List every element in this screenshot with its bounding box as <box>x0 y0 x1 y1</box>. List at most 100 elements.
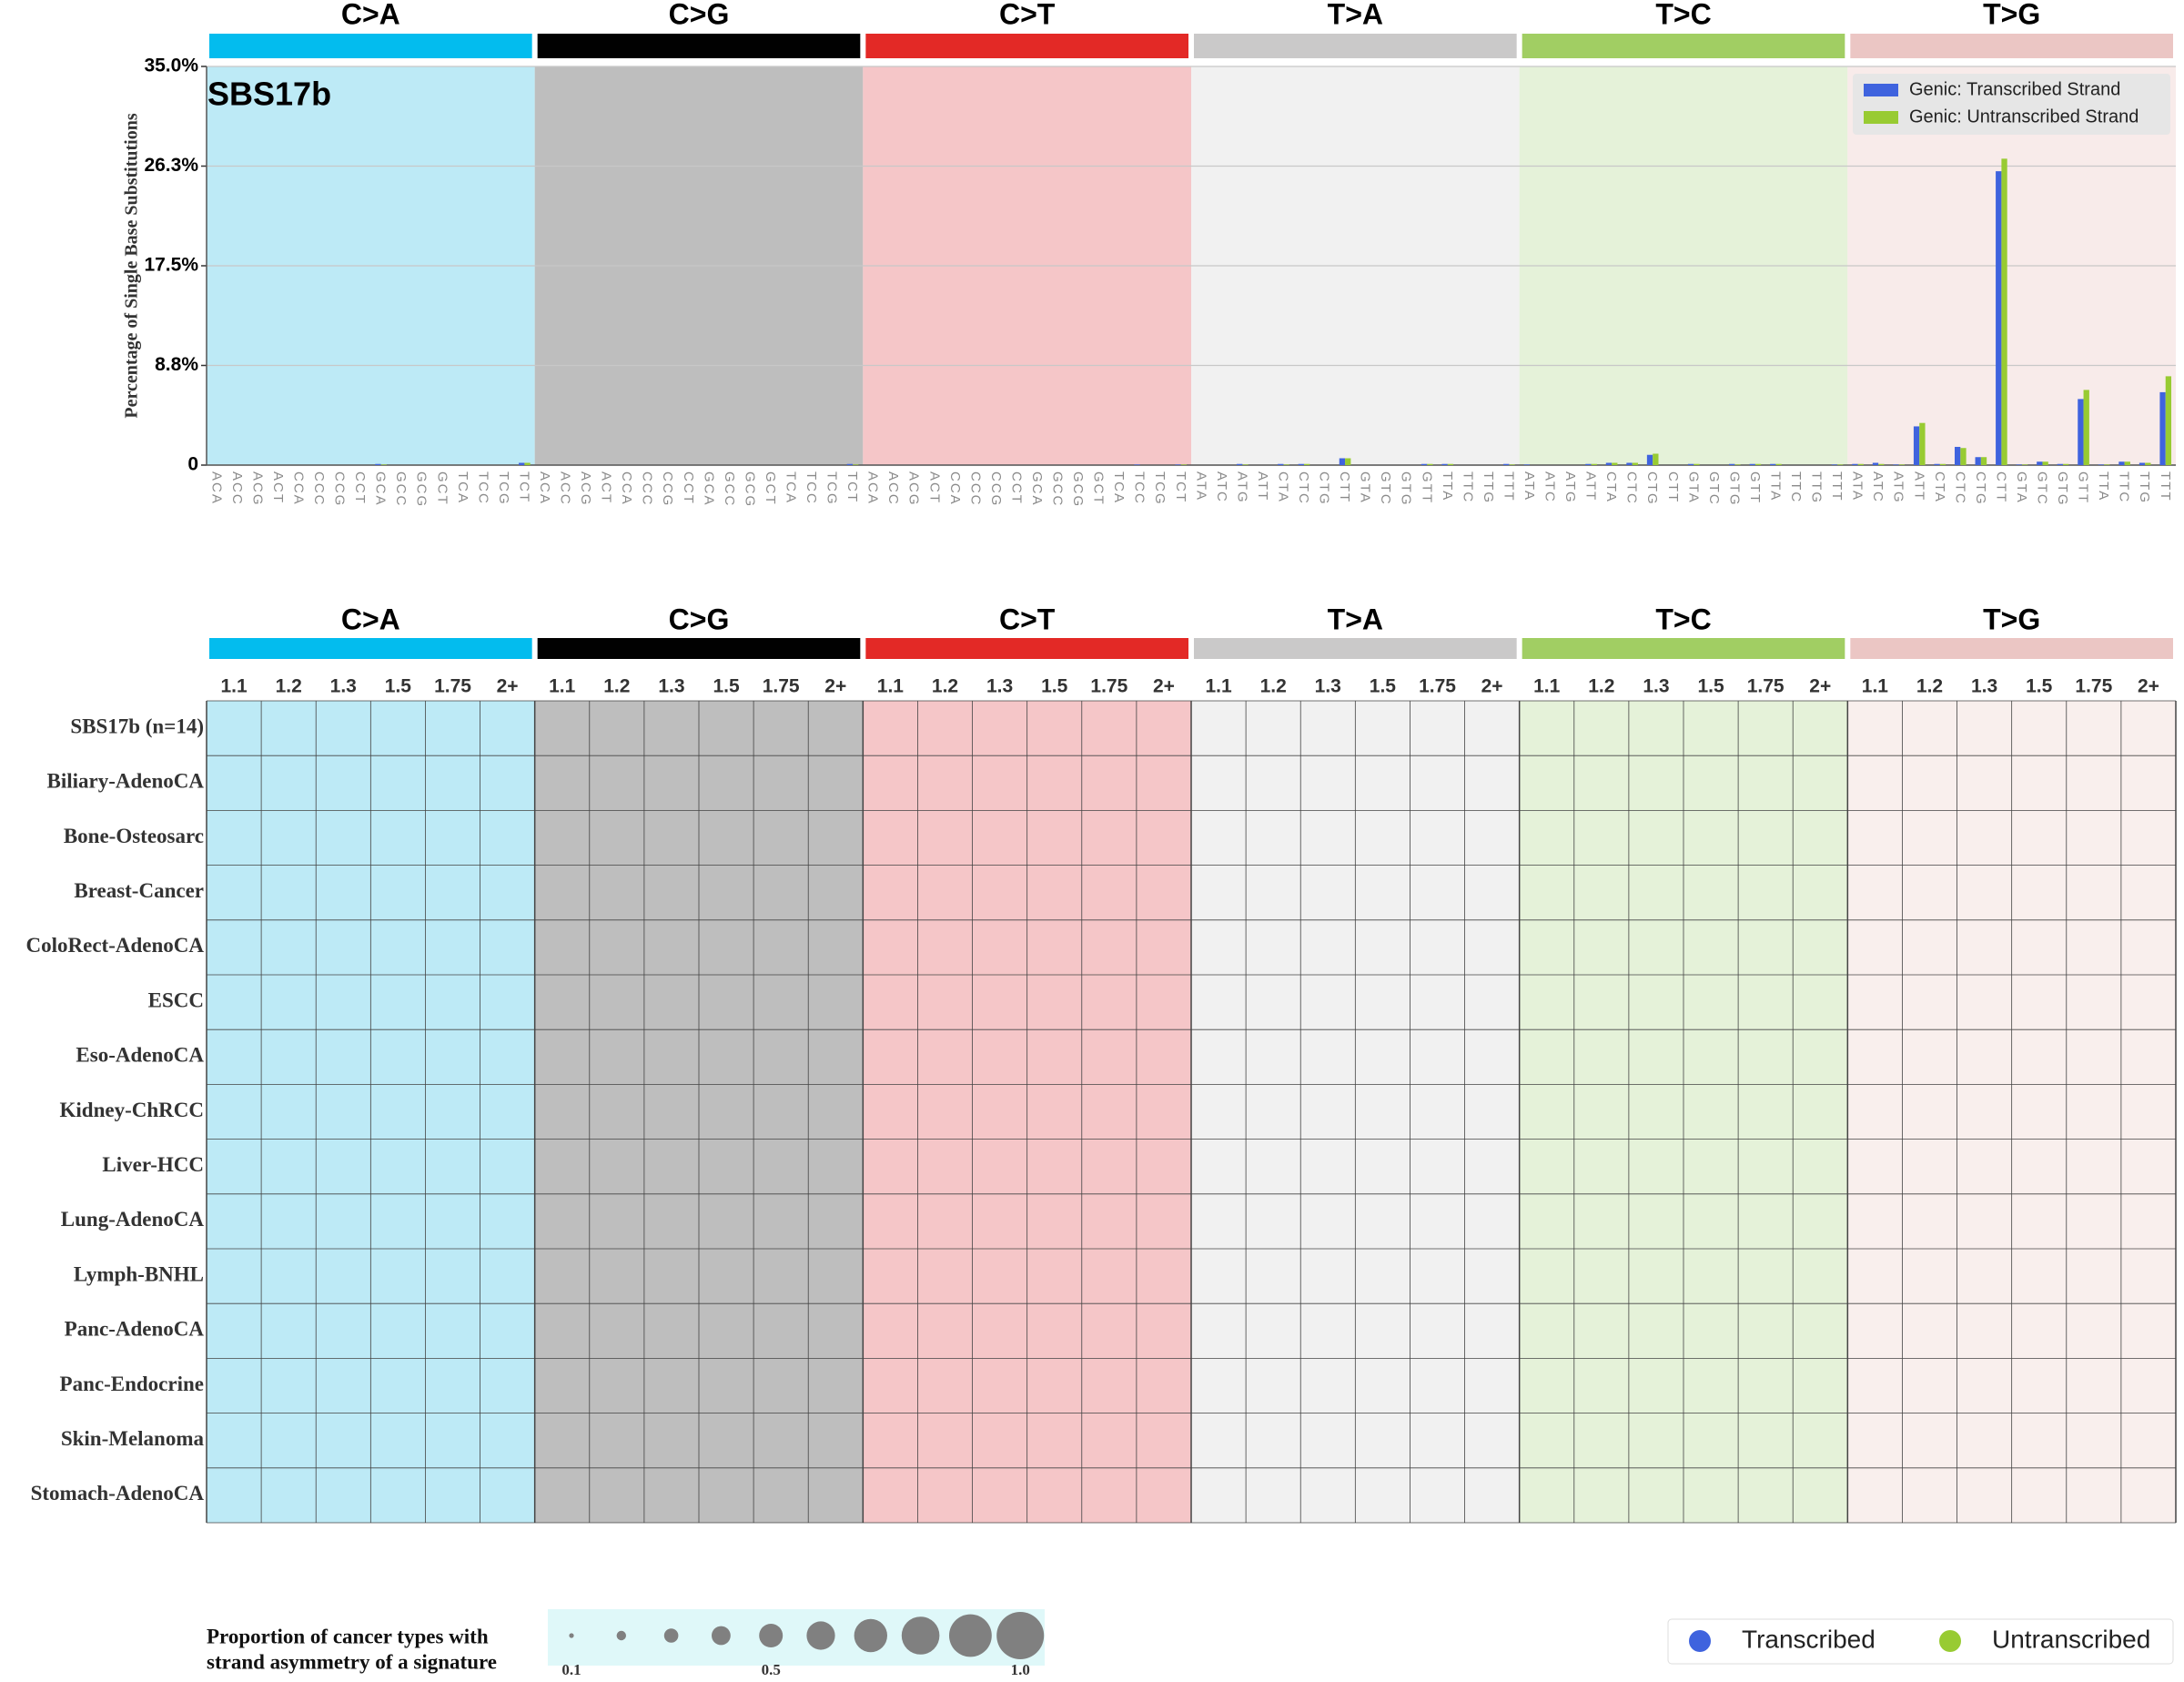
group-bar <box>865 638 1188 659</box>
x-tick-label: CTC <box>1296 471 1311 505</box>
size-legend-circle <box>996 1612 1045 1659</box>
column-label: 2+ <box>497 676 519 697</box>
bar <box>2037 461 2043 465</box>
x-tick-label: CCC <box>640 471 655 507</box>
x-tick-label: CCT <box>352 471 368 505</box>
bar <box>1852 463 1858 465</box>
x-tick-label: TCT <box>844 471 860 503</box>
group-label: C>G <box>669 0 730 30</box>
bar <box>846 463 854 465</box>
x-tick-label: CTG <box>1317 471 1332 506</box>
column-label: 1.5 <box>2026 676 2053 697</box>
x-tick-label: CCA <box>947 471 963 506</box>
group-bar <box>537 34 861 58</box>
x-tick-label: CTG <box>1973 471 1988 506</box>
x-tick-label: TCG <box>824 471 840 506</box>
bar <box>1934 463 1940 465</box>
bar <box>1749 463 1755 465</box>
row-label: Lymph-BNHL <box>74 1262 204 1285</box>
column-label: 1.1 <box>220 676 248 697</box>
x-tick-label: GTG <box>1726 471 1742 507</box>
x-tick-label: ACG <box>906 471 922 507</box>
x-tick-label: GTC <box>1706 471 1722 506</box>
x-tick-label: ACC <box>558 471 573 506</box>
x-tick-label: ATG <box>1891 471 1906 504</box>
bar <box>2098 464 2105 465</box>
row-label: Liver-HCC <box>102 1153 204 1176</box>
row-label: Breast-Cancer <box>74 879 204 902</box>
row-label: SBS17b (n=14) <box>70 714 204 737</box>
size-legend-circle <box>663 1628 679 1643</box>
x-tick-label: TTC <box>1788 471 1804 503</box>
legend-label: Untranscribed <box>1992 1625 2150 1653</box>
bar <box>1612 462 1618 465</box>
group-label: T>G <box>1983 603 2040 635</box>
x-tick-label: CCA <box>290 471 306 506</box>
x-tick-label: CCC <box>311 471 327 507</box>
bar <box>2104 464 2110 465</box>
row-label: Bone-Osteosarc <box>64 825 204 847</box>
size-legend-circle <box>901 1616 940 1655</box>
size-legend-circle <box>806 1621 835 1650</box>
x-tick-label: ACA <box>865 471 881 505</box>
column-label: 1.75 <box>1090 676 1127 697</box>
bar <box>1734 464 1741 465</box>
x-tick-label: GCG <box>742 471 757 508</box>
x-tick-label: TCT <box>1173 471 1188 503</box>
x-tick-label: GCG <box>1070 471 1086 508</box>
bar <box>853 464 859 465</box>
bar <box>1919 422 1926 465</box>
column-label: 2+ <box>1481 676 1503 697</box>
y-tick-label: 8.8% <box>155 354 198 375</box>
column-label: 1.1 <box>549 676 576 697</box>
column-label: 2+ <box>1153 676 1175 697</box>
bar <box>1237 463 1243 465</box>
bar <box>1975 457 1981 465</box>
x-tick-label: GTA <box>1685 471 1701 504</box>
size-legend-circle <box>569 1633 574 1638</box>
x-tick-label: GCC <box>1050 471 1066 507</box>
group-label: C>A <box>341 0 400 30</box>
bar <box>1694 463 1700 465</box>
x-tick-label: GTA <box>1358 471 1373 504</box>
x-tick-label: ATA <box>1522 471 1537 502</box>
row-label: Skin-Melanoma <box>61 1427 205 1450</box>
column-label: 1.3 <box>1315 676 1341 697</box>
x-tick-label: ATA <box>1850 471 1866 502</box>
size-legend-circle <box>616 1630 626 1641</box>
x-tick-label: CCG <box>660 471 675 507</box>
column-label: 1.3 <box>658 676 684 697</box>
x-tick-label: ACA <box>537 471 552 505</box>
bar <box>1134 464 1140 465</box>
column-label: 1.2 <box>932 676 958 697</box>
bar <box>1893 464 1899 465</box>
bar <box>2138 462 2146 465</box>
x-tick-label: GTC <box>1378 471 1393 506</box>
x-tick-label: CTG <box>1644 471 1660 506</box>
x-tick-label: GCG <box>414 471 430 508</box>
legend-swatch <box>1864 111 1898 124</box>
bar <box>1770 463 1776 465</box>
group-label: T>A <box>1328 603 1383 635</box>
bar <box>1180 464 1188 465</box>
group-bar <box>209 34 532 58</box>
x-tick-label: TTT <box>2158 471 2173 502</box>
column-label: 1.1 <box>1862 676 1889 697</box>
x-tick-label: TTG <box>1809 471 1825 504</box>
x-tick-label: CCC <box>967 471 983 507</box>
bar <box>2001 158 2007 465</box>
bar <box>1837 464 1844 465</box>
bar <box>1632 462 1638 465</box>
x-tick-label: TTG <box>1481 471 1496 504</box>
bar <box>1339 458 1346 465</box>
column-label: 1.2 <box>603 676 630 697</box>
bar <box>1857 463 1864 465</box>
x-tick-label: TTC <box>1460 471 1475 503</box>
x-tick-label: TTT <box>1501 471 1516 502</box>
group-bar <box>537 638 861 659</box>
y-axis-label: Percentage of Single Base Substitutions <box>122 113 142 418</box>
bar <box>1503 463 1510 465</box>
x-tick-label: CTT <box>1993 471 2008 503</box>
x-tick-label: GTG <box>2055 471 2070 507</box>
group-label: C>T <box>999 0 1056 30</box>
